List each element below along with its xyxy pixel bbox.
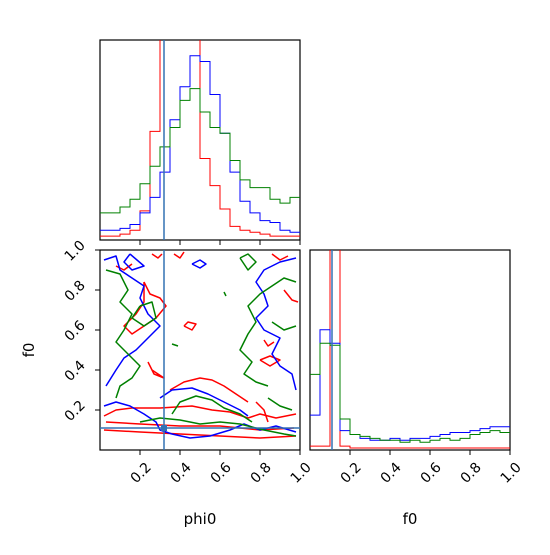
contour-line-26 bbox=[239, 253, 257, 271]
contour-line-30 bbox=[267, 397, 293, 411]
contour-line-1 bbox=[103, 429, 297, 439]
contour-line-17 bbox=[103, 255, 161, 387]
y-tick-label-f0-4: 1.0 bbox=[62, 238, 89, 265]
phi0-f0-contour-axes bbox=[99, 249, 301, 451]
phi0-histogram-series-1 bbox=[100, 55, 300, 233]
contour-line-16 bbox=[159, 387, 249, 417]
contour-line-28 bbox=[171, 343, 179, 347]
x-tick-label-f0-3: 0.8 bbox=[458, 460, 485, 487]
x-tick-label-f0-2: 0.6 bbox=[418, 460, 445, 487]
contour-line-11 bbox=[263, 339, 275, 347]
contour-line-22 bbox=[131, 301, 157, 327]
contour-line-7 bbox=[183, 321, 197, 331]
contour-line-13 bbox=[271, 253, 289, 261]
x-tick-label-phi0-0: 0.2 bbox=[128, 460, 155, 487]
contour-line-14 bbox=[255, 401, 269, 423]
contour-line-23 bbox=[171, 395, 253, 423]
x-tick-label-phi0-1: 0.4 bbox=[168, 460, 195, 487]
f0-histogram-series-0 bbox=[310, 250, 510, 449]
f0-histogram-axes bbox=[309, 249, 511, 451]
phi0-histogram-series-2 bbox=[100, 88, 300, 214]
x-axis-label-f0: f0 bbox=[403, 510, 418, 528]
x-tick-label-f0-0: 0.2 bbox=[338, 460, 365, 487]
contour-line-27 bbox=[223, 291, 227, 297]
contour-line-3 bbox=[169, 377, 249, 403]
contour-line-24 bbox=[139, 417, 297, 437]
contour-line-8 bbox=[151, 253, 163, 259]
x-tick-label-phi0-3: 0.8 bbox=[248, 460, 275, 487]
contour-line-29 bbox=[271, 321, 297, 331]
x-tick-label-f0-1: 0.4 bbox=[378, 460, 405, 487]
x-tick-label-f0-4: 1.0 bbox=[498, 460, 525, 487]
contour-line-18 bbox=[123, 253, 145, 271]
truth-marker bbox=[161, 425, 167, 431]
x-tick-label-phi0-4: 1.0 bbox=[288, 460, 315, 487]
contour-line-6 bbox=[147, 361, 165, 379]
contour-line-19 bbox=[191, 259, 207, 269]
y-tick-label-f0-0: 0.2 bbox=[62, 398, 89, 425]
y-axis-label-f0: f0 bbox=[20, 343, 38, 358]
x-tick-label-phi0-2: 0.6 bbox=[208, 460, 235, 487]
contour-line-25 bbox=[239, 277, 297, 387]
x-axis-label-phi0: phi0 bbox=[184, 510, 217, 528]
contour-line-20 bbox=[255, 257, 297, 391]
f0-histogram-series-2 bbox=[310, 342, 510, 443]
contour-line-21 bbox=[105, 269, 141, 399]
contour-line-10 bbox=[259, 355, 281, 367]
y-tick-label-f0-3: 0.8 bbox=[62, 278, 89, 305]
y-tick-label-f0-1: 0.4 bbox=[62, 358, 89, 385]
contour-line-12 bbox=[283, 289, 299, 303]
contour-line-9 bbox=[173, 251, 185, 259]
y-tick-label-f0-2: 0.6 bbox=[62, 318, 89, 345]
